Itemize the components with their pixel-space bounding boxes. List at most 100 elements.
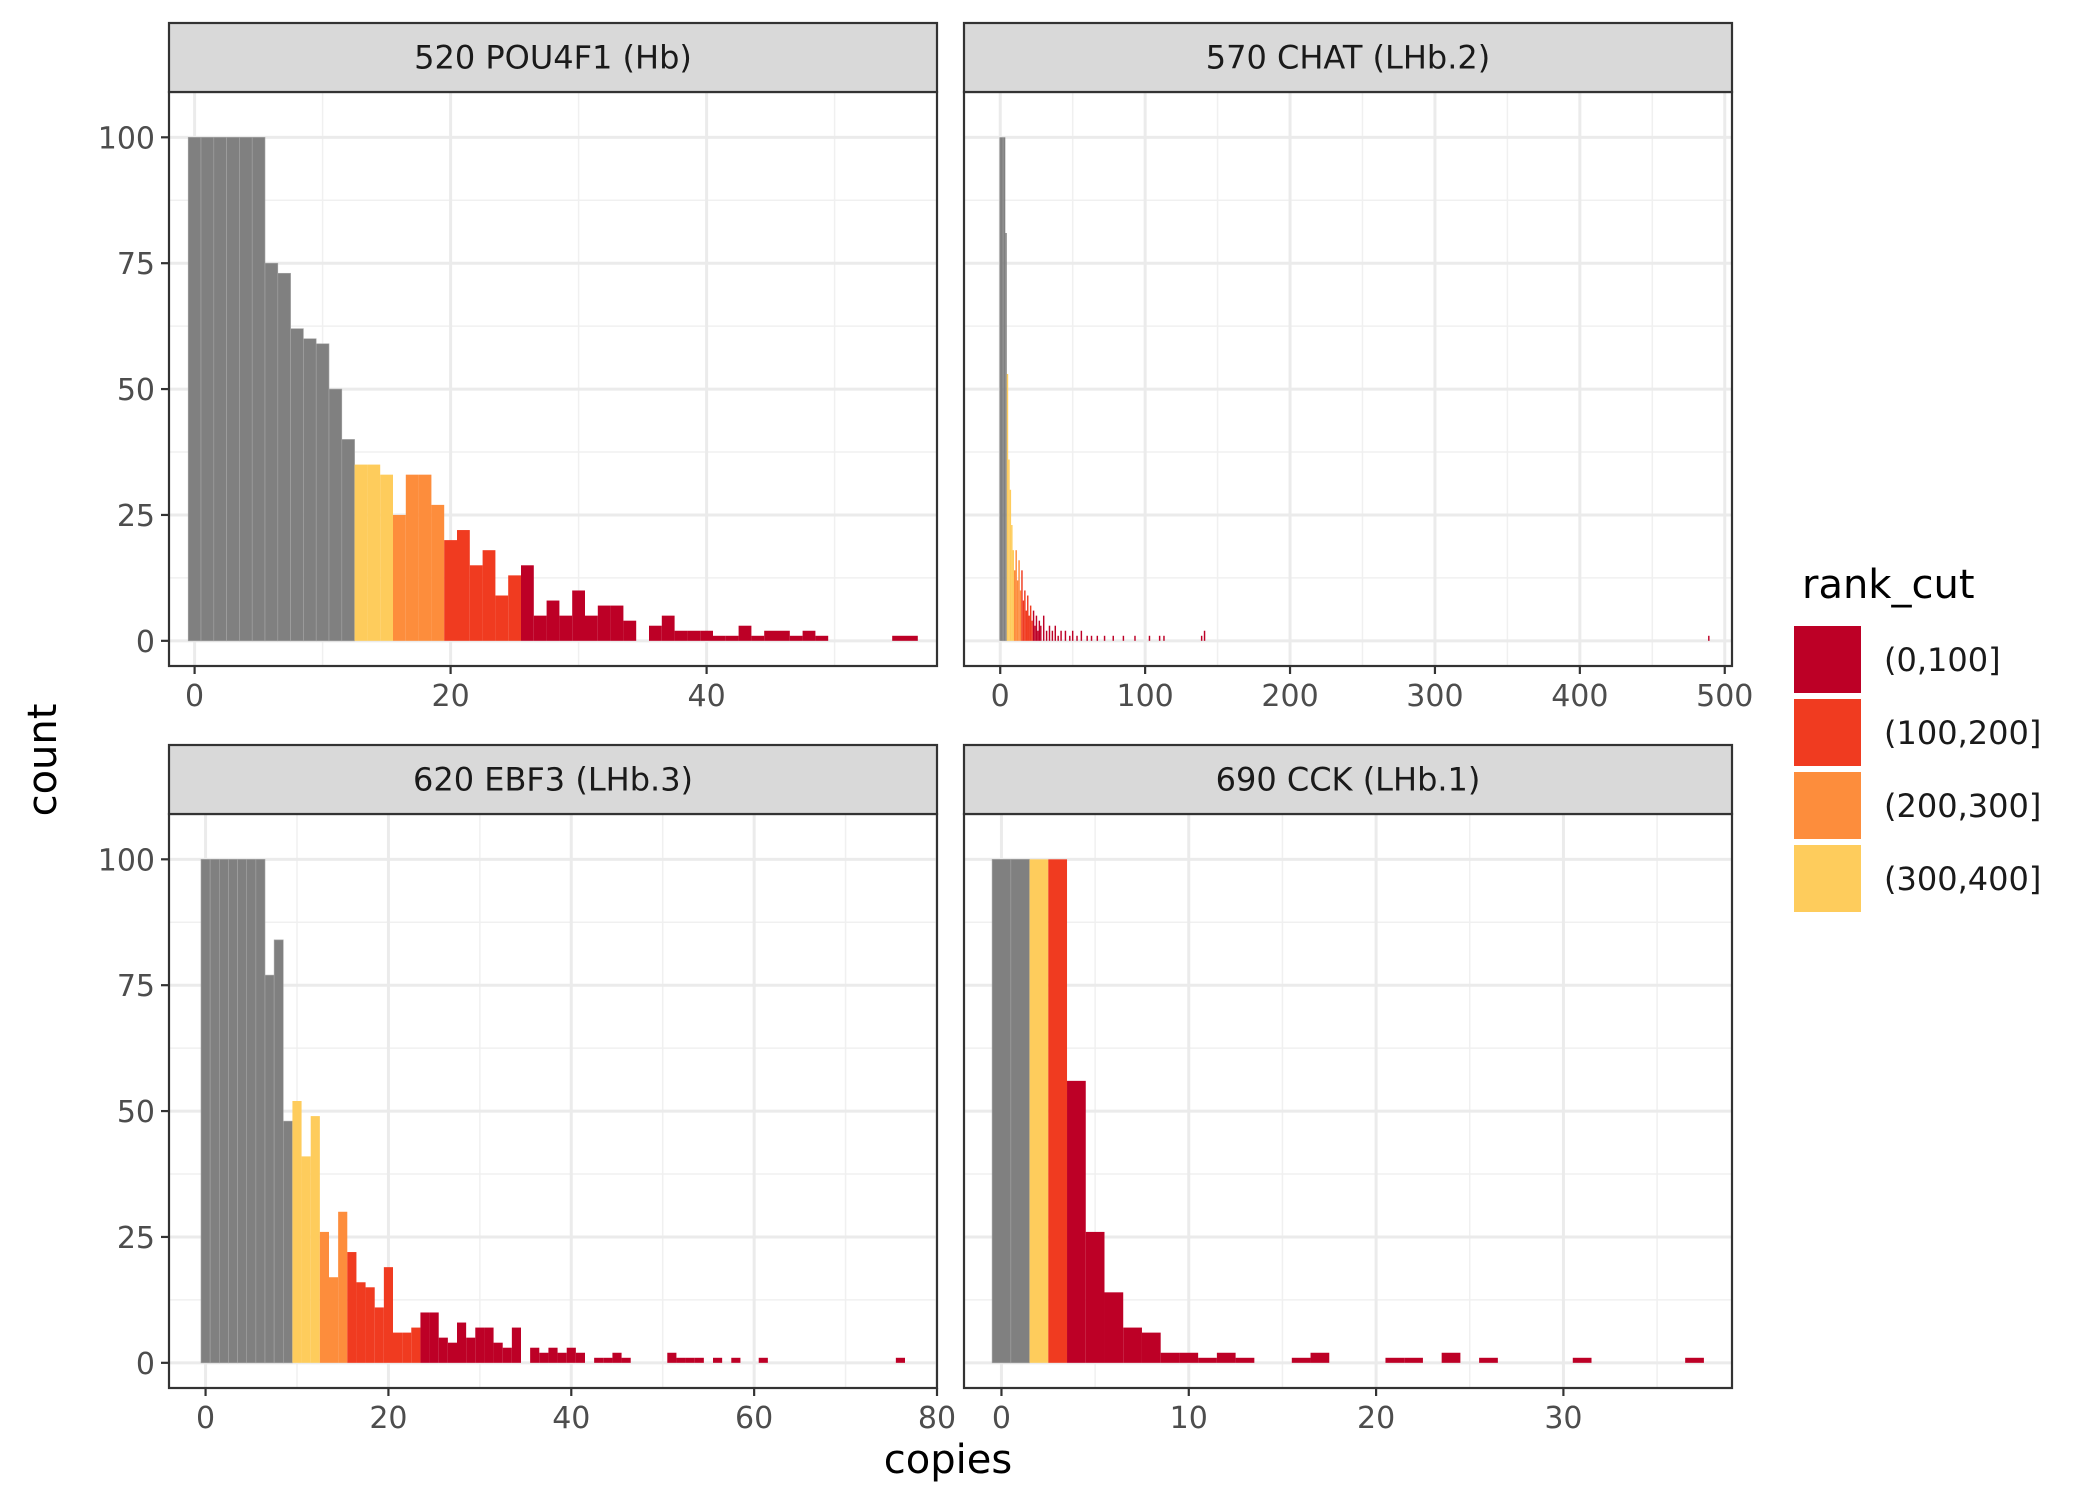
histogram-bar: [1013, 570, 1016, 641]
histogram-bar: [687, 630, 701, 641]
histogram-bar: [1291, 1357, 1311, 1363]
histogram-bar: [251, 137, 266, 642]
histogram-bar: [1404, 1357, 1423, 1363]
histogram-bar: [328, 388, 343, 642]
histogram-bar: [623, 620, 637, 641]
histogram-bar: [1025, 610, 1028, 641]
histogram-bar: [187, 137, 202, 642]
panel-plot-area: [964, 814, 1732, 1388]
histogram-bar: [444, 540, 457, 641]
facet-title: 620 EBF3 (LHb.3): [413, 761, 693, 799]
histogram-bar: [508, 575, 521, 641]
histogram-bar: [1029, 859, 1049, 1363]
x-tick-label: 40: [552, 1401, 590, 1436]
histogram-bar: [764, 630, 777, 641]
histogram-bar: [319, 1231, 329, 1363]
x-tick-label: 10: [1170, 1401, 1208, 1436]
histogram-bar: [1064, 630, 1067, 641]
histogram-bar: [521, 565, 534, 641]
histogram-bar: [1141, 1332, 1161, 1363]
histogram-bar: [533, 615, 547, 641]
histogram-bar: [237, 859, 248, 1364]
histogram-bar: [566, 1347, 576, 1363]
x-tick-label: 40: [688, 679, 726, 714]
x-tick-label: 20: [369, 1401, 407, 1436]
histogram-bar: [676, 1357, 686, 1363]
histogram-bar: [1019, 590, 1022, 641]
histogram-bar: [802, 630, 816, 641]
histogram-bar: [374, 1307, 384, 1363]
histogram-bar: [815, 635, 829, 641]
histogram-bar: [1104, 1292, 1124, 1363]
histogram-bar: [475, 1327, 485, 1363]
x-tick-label: 20: [432, 679, 470, 714]
histogram-bar: [713, 1357, 723, 1363]
histogram-bar: [1069, 635, 1071, 641]
y-tick-label: 100: [98, 121, 155, 156]
histogram-bar: [548, 1347, 558, 1363]
histogram-bar: [999, 137, 1001, 641]
histogram-bar: [290, 328, 304, 642]
histogram-bar: [539, 1352, 549, 1363]
histogram-bar: [457, 530, 470, 641]
histogram-bar: [1216, 1352, 1236, 1363]
histogram-bar: [1031, 620, 1033, 641]
histogram-bar: [1029, 605, 1032, 641]
legend-swatch: [1794, 845, 1861, 912]
histogram-bar: [356, 1282, 366, 1363]
legend-swatch: [1794, 772, 1861, 839]
histogram-bar: [1010, 859, 1030, 1364]
histogram-bar: [892, 635, 905, 641]
histogram-bar: [273, 939, 284, 1364]
legend: rank_cut (0,100] (100,200] (200,300] (300,4…: [1794, 562, 2041, 912]
facet-title: 520 POU4F1 (Hb): [414, 39, 692, 77]
x-tick-label: 0: [196, 1401, 215, 1436]
histogram-bar: [466, 1337, 476, 1363]
histogram-bar: [1003, 137, 1006, 641]
histogram-bar: [1685, 1357, 1704, 1363]
histogram-bar: [700, 630, 713, 641]
x-tick-label: 30: [1544, 1401, 1582, 1436]
histogram-bar: [1057, 635, 1059, 641]
histogram-bar: [213, 137, 227, 642]
histogram-bar: [347, 1252, 357, 1363]
histogram-bar: [1002, 137, 1004, 641]
histogram-bar: [438, 1337, 448, 1363]
histogram-bar: [301, 1156, 311, 1363]
histogram-bar: [1034, 625, 1036, 641]
facet-panel: 620 EBF3 (LHb.3) 0 25 50 75 100 0 20 40 60 80: [98, 743, 956, 1436]
histogram-bar: [457, 1322, 467, 1363]
y-tick-label: 25: [117, 499, 155, 534]
histogram-bar: [1112, 635, 1114, 641]
histogram-bar: [380, 474, 393, 641]
histogram-bar: [559, 615, 573, 641]
x-axis-title: copies: [884, 1437, 1012, 1483]
legend-label: (100,200]: [1884, 714, 2041, 752]
histogram-bar: [1385, 1357, 1405, 1363]
legend-label: (200,300]: [1884, 787, 2041, 825]
histogram-bar: [315, 343, 330, 642]
histogram-bar: [493, 1342, 503, 1363]
histogram-bar: [484, 1327, 494, 1363]
histogram-bar: [649, 625, 662, 641]
x-tick-label: 300: [1406, 679, 1463, 714]
histogram-bar: [895, 1357, 905, 1363]
histogram-bar: [511, 1327, 521, 1363]
histogram-bar: [685, 1357, 695, 1363]
histogram-bar: [1198, 1357, 1217, 1363]
histogram-bar: [1067, 1080, 1086, 1363]
histogram-bar: [603, 1357, 613, 1363]
histogram-bar: [1037, 630, 1039, 641]
histogram-bar: [546, 600, 560, 641]
histogram-bar: [1708, 635, 1710, 641]
histogram-bar: [1045, 630, 1048, 641]
histogram-bar: [777, 630, 790, 641]
histogram-bar: [200, 137, 215, 642]
histogram-bar: [429, 1312, 439, 1363]
histogram-bar: [713, 635, 726, 641]
histogram-bar: [1160, 1352, 1180, 1363]
facet-strip: [962, 21, 1734, 94]
y-tick-label: 0: [136, 1347, 155, 1382]
histogram-bar: [1134, 635, 1136, 641]
